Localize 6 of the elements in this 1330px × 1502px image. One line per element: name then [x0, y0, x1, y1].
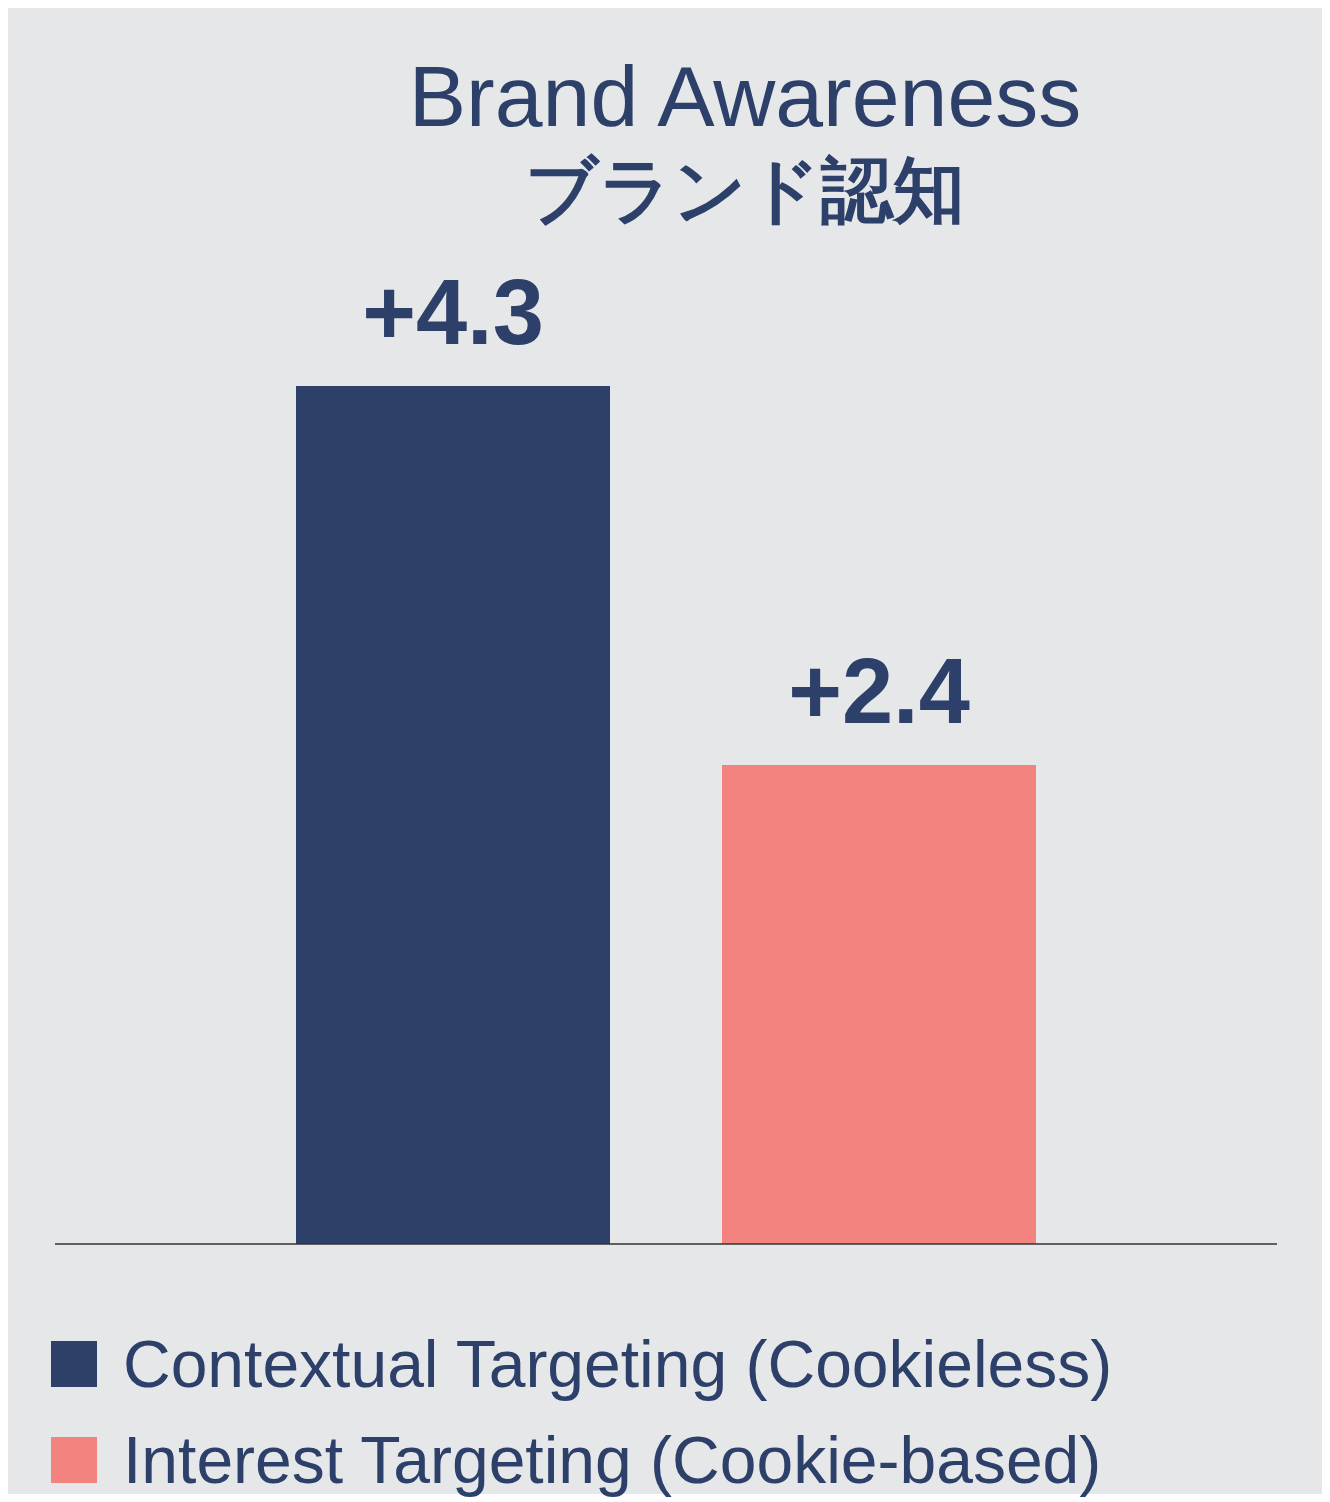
data-label: +4.3 [362, 261, 544, 363]
legend-label: Contextual Targeting (Cookieless) [123, 1326, 1113, 1402]
legend-label: Interest Targeting (Cookie-based) [123, 1422, 1102, 1498]
chart-subtitle: ブランド認知 [524, 149, 966, 232]
chart-title: Brand Awareness [407, 48, 1083, 144]
data-label: +2.4 [788, 640, 970, 743]
